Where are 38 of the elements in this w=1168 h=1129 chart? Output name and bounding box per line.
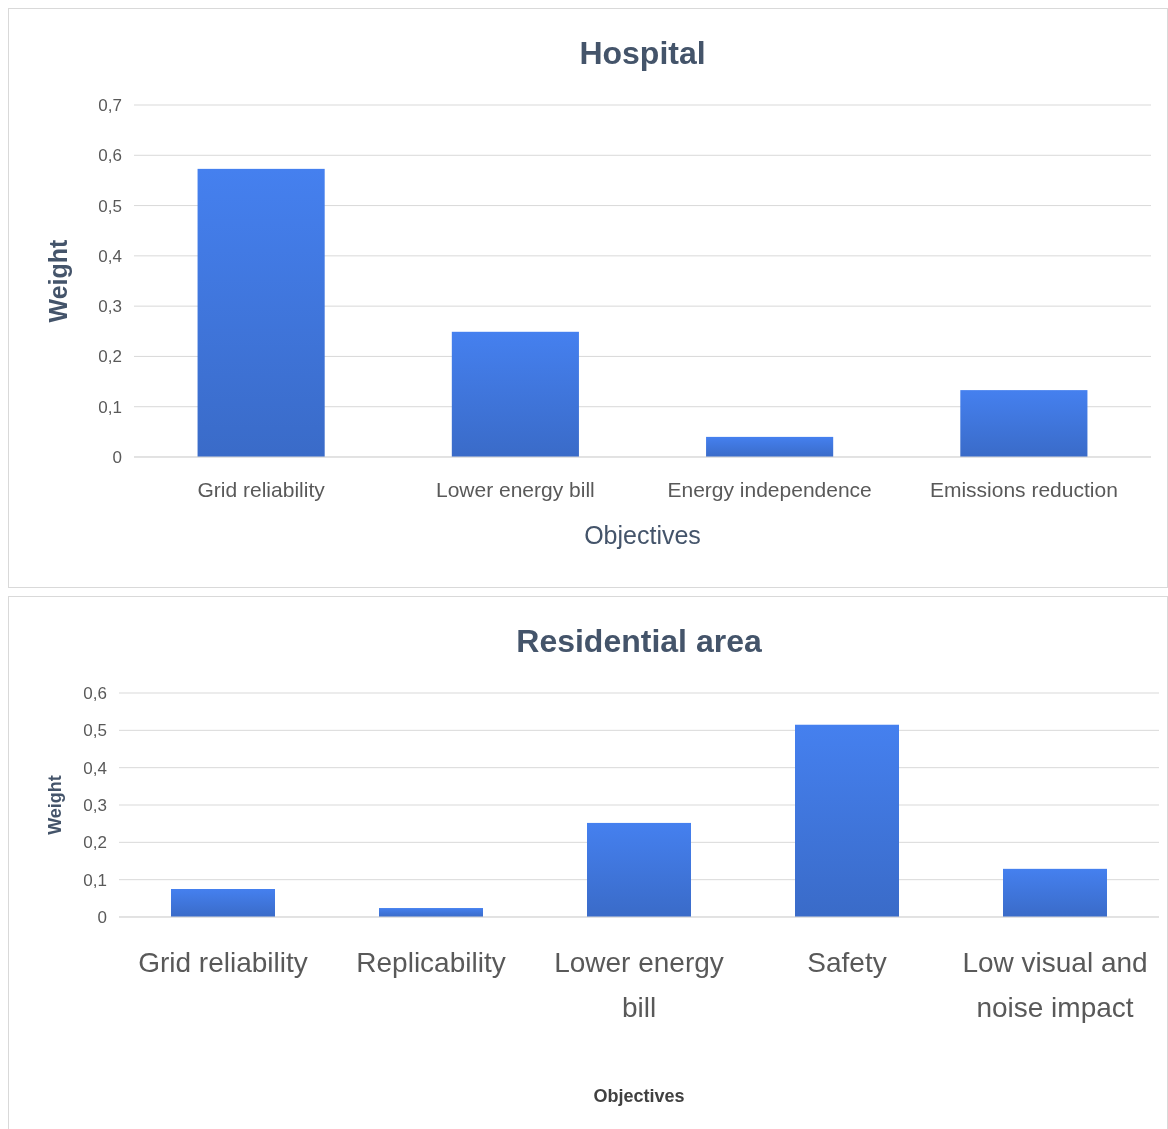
- x-axis-title: Objectives: [593, 1086, 685, 1106]
- y-tick-label: 0,4: [83, 758, 107, 778]
- y-tick-label: 0,5: [83, 721, 107, 741]
- bar: [1003, 868, 1107, 917]
- y-tick-label: 0,4: [98, 246, 122, 266]
- y-tick-label: 0,1: [98, 397, 122, 417]
- x-tick-label: Lower energy bill: [435, 478, 595, 501]
- x-axis-title: Objectives: [584, 521, 701, 549]
- y-tick-label: 0,1: [83, 870, 107, 890]
- y-axis-title: Weight: [45, 775, 65, 835]
- x-tick-label: Lower energy bill: [554, 947, 724, 1023]
- bar: [587, 822, 691, 917]
- x-tick-label: Low visual and noise impact: [962, 947, 1148, 1023]
- y-tick-label: 0: [112, 447, 122, 467]
- y-tick-label: 0,7: [98, 95, 122, 115]
- y-axis-title: Weight: [44, 238, 72, 323]
- y-tick-label: 0,2: [98, 347, 122, 367]
- chart-title: Residential area: [516, 623, 762, 659]
- y-tick-label: 0,3: [83, 795, 107, 815]
- x-tick-label: Safety: [807, 947, 887, 978]
- y-tick-label: 0,2: [83, 833, 107, 853]
- bar: [197, 168, 325, 457]
- x-tick-label: Energy independence: [667, 478, 872, 501]
- x-tick-label: Grid reliability: [138, 947, 308, 978]
- x-tick-label: Grid reliability: [197, 478, 326, 501]
- chart-title: Hospital: [579, 35, 706, 71]
- bar: [451, 331, 579, 457]
- y-tick-label: 0,6: [98, 146, 122, 166]
- y-tick-label: 0: [97, 907, 107, 927]
- y-tick-label: 0,6: [83, 683, 107, 703]
- bar: [960, 390, 1088, 457]
- bar: [171, 889, 275, 917]
- y-tick-label: 0,5: [98, 196, 122, 216]
- x-tick-label: Replicability: [356, 947, 506, 978]
- bar: [706, 436, 834, 457]
- x-tick-label: Emissions reduction: [929, 478, 1118, 501]
- bar: [795, 724, 899, 917]
- y-tick-label: 0,3: [98, 297, 122, 317]
